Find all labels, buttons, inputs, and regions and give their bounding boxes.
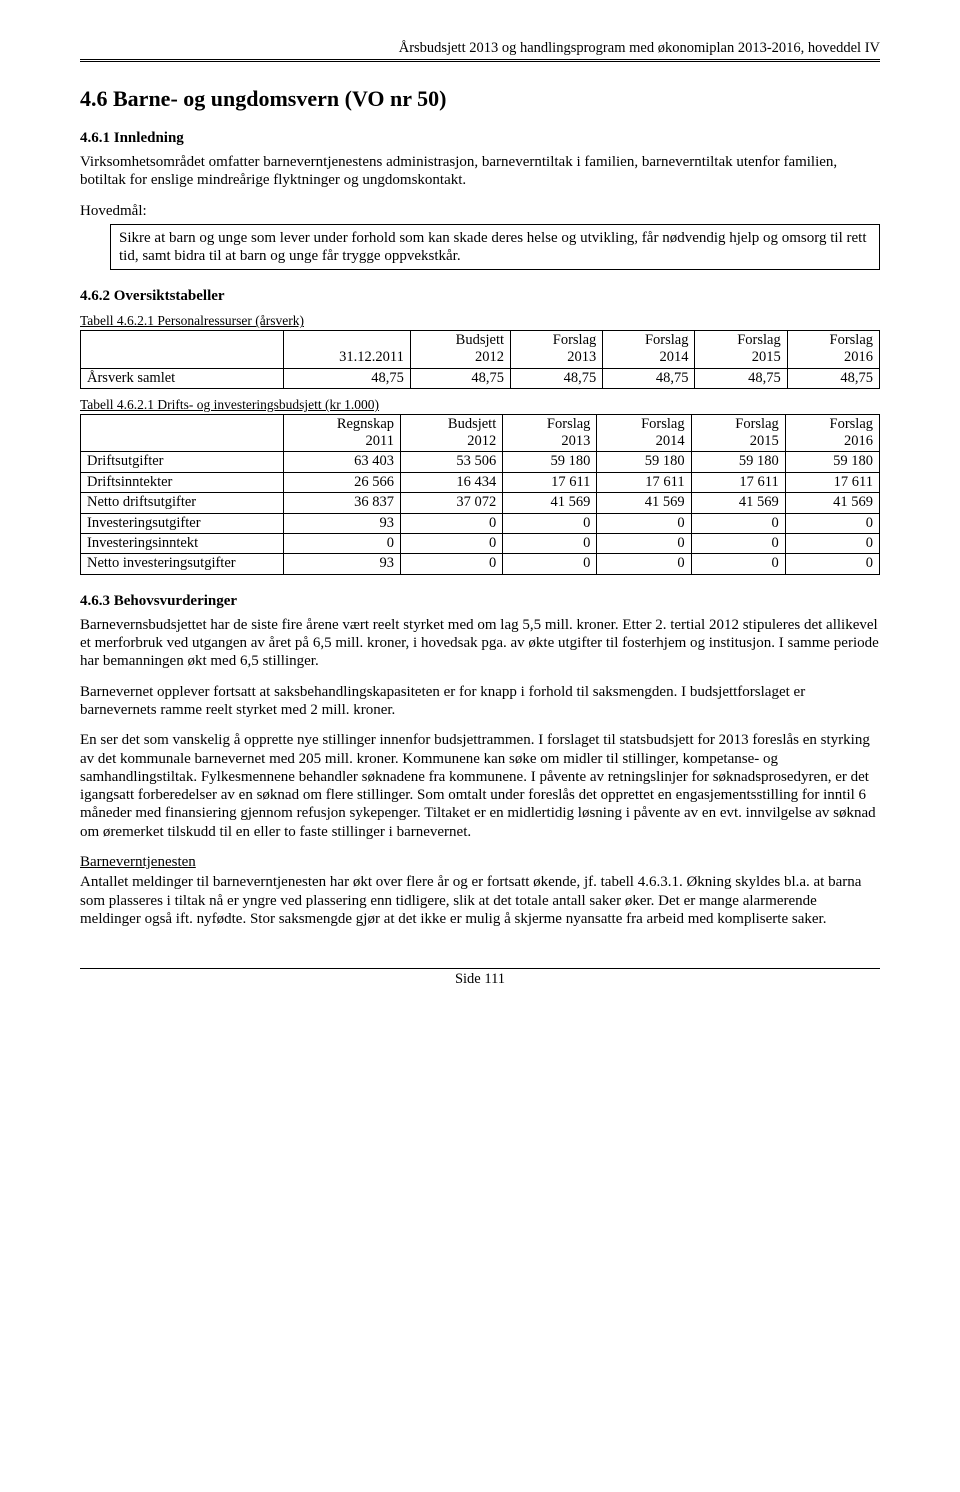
header-text: Årsbudsjett 2013 og handlingsprogram med… [399,40,880,56]
cell: 48,75 [787,368,879,388]
cell: 0 [401,554,503,574]
table-row: Driftsutgifter 63 403 53 506 59 180 59 1… [81,452,880,472]
cell: 0 [691,513,785,533]
cell: 26 566 [284,472,401,492]
cell: 48,75 [695,368,787,388]
subsection-heading: Barneverntjenesten [80,853,880,871]
th: Budsjett 2012 [410,330,510,368]
page-footer: Side 111 [80,968,880,988]
table-header-row: Regnskap 2011 Budsjett 2012 Forslag 2013… [81,414,880,452]
cell: 0 [503,554,597,574]
cell: 0 [401,513,503,533]
body-paragraph: Antallet meldinger til barneverntjeneste… [80,873,880,928]
th: Forslag 2013 [503,414,597,452]
cell: 53 506 [401,452,503,472]
section-4-6-3-heading: 4.6.3 Behovsvurderinger [80,593,880,610]
cell: 0 [597,533,691,553]
th: Regnskap 2011 [284,414,401,452]
cell: Årsverk samlet [81,368,284,388]
th: Forslag 2016 [787,330,879,368]
personnel-table: 31.12.2011 Budsjett 2012 Forslag 2013 Fo… [80,330,880,389]
th: Forslag 2014 [603,330,695,368]
table2-caption: Tabell 4.6.2.1 Drifts- og investeringsbu… [80,397,880,413]
cell: Driftsutgifter [81,452,284,472]
cell: 93 [284,554,401,574]
cell: 0 [691,554,785,574]
cell: 48,75 [284,368,411,388]
cell: 0 [401,533,503,553]
intro-paragraph: Virksomhetsområdet omfatter barneverntje… [80,153,880,190]
document-page: Årsbudsjett 2013 og handlingsprogram med… [0,0,960,1028]
cell: 48,75 [410,368,510,388]
cell: 0 [785,533,879,553]
cell: 0 [597,554,691,574]
page-number: Side 111 [455,971,505,987]
th [81,414,284,452]
cell: 36 837 [284,493,401,513]
table-row: Investeringsutgifter 93 0 0 0 0 0 [81,513,880,533]
table1-caption: Tabell 4.6.2.1 Personalressurser (årsver… [80,313,880,329]
cell: Netto investeringsutgifter [81,554,284,574]
table-row: Investeringsinntekt 0 0 0 0 0 0 [81,533,880,553]
cell: 17 611 [597,472,691,492]
cell: 59 180 [785,452,879,472]
cell: 0 [785,554,879,574]
cell: Investeringsutgifter [81,513,284,533]
body-paragraph: Barnevernet opplever fortsatt at saksbeh… [80,683,880,720]
table-row: Årsverk samlet 48,75 48,75 48,75 48,75 4… [81,368,880,388]
cell: 37 072 [401,493,503,513]
cell: 0 [503,533,597,553]
cell: 41 569 [691,493,785,513]
cell: 0 [284,533,401,553]
th [81,330,284,368]
cell: 0 [691,533,785,553]
hovedmal-box: Sikre at barn og unge som lever under fo… [110,224,880,271]
cell: 0 [503,513,597,533]
hovedmal-text: Sikre at barn og unge som lever under fo… [119,230,866,264]
table-row: Netto investeringsutgifter 93 0 0 0 0 0 [81,554,880,574]
th: 31.12.2011 [284,330,411,368]
cell: 59 180 [503,452,597,472]
th: Forslag 2016 [785,414,879,452]
cell: 48,75 [511,368,603,388]
cell: 17 611 [785,472,879,492]
cell: Netto driftsutgifter [81,493,284,513]
cell: 17 611 [503,472,597,492]
body-paragraph: Barnevernsbudsjettet har de siste fire å… [80,616,880,671]
main-heading: 4.6 Barne- og ungdomsvern (VO nr 50) [80,86,880,112]
cell: 63 403 [284,452,401,472]
body-paragraph: En ser det som vanskelig å opprette nye … [80,731,880,841]
cell: 41 569 [503,493,597,513]
cell: 48,75 [603,368,695,388]
table-row: Netto driftsutgifter 36 837 37 072 41 56… [81,493,880,513]
section-4-6-1-heading: 4.6.1 Innledning [80,130,880,147]
cell: 41 569 [785,493,879,513]
table-row: Driftsinntekter 26 566 16 434 17 611 17 … [81,472,880,492]
cell: 41 569 [597,493,691,513]
section-4-6-2-heading: 4.6.2 Oversiktstabeller [80,288,880,305]
barneverntjenesten-heading: Barneverntjenesten [80,854,196,870]
cell: 16 434 [401,472,503,492]
th: Forslag 2015 [691,414,785,452]
cell: 0 [597,513,691,533]
th: Forslag 2014 [597,414,691,452]
cell: 0 [785,513,879,533]
cell: 17 611 [691,472,785,492]
cell: 93 [284,513,401,533]
cell: Driftsinntekter [81,472,284,492]
budget-table: Regnskap 2011 Budsjett 2012 Forslag 2013… [80,414,880,575]
th: Budsjett 2012 [401,414,503,452]
hovedmal-label: Hovedmål: [80,202,880,220]
running-header: Årsbudsjett 2013 og handlingsprogram med… [80,40,880,62]
th: Forslag 2015 [695,330,787,368]
table-header-row: 31.12.2011 Budsjett 2012 Forslag 2013 Fo… [81,330,880,368]
th: Forslag 2013 [511,330,603,368]
cell: Investeringsinntekt [81,533,284,553]
cell: 59 180 [597,452,691,472]
cell: 59 180 [691,452,785,472]
